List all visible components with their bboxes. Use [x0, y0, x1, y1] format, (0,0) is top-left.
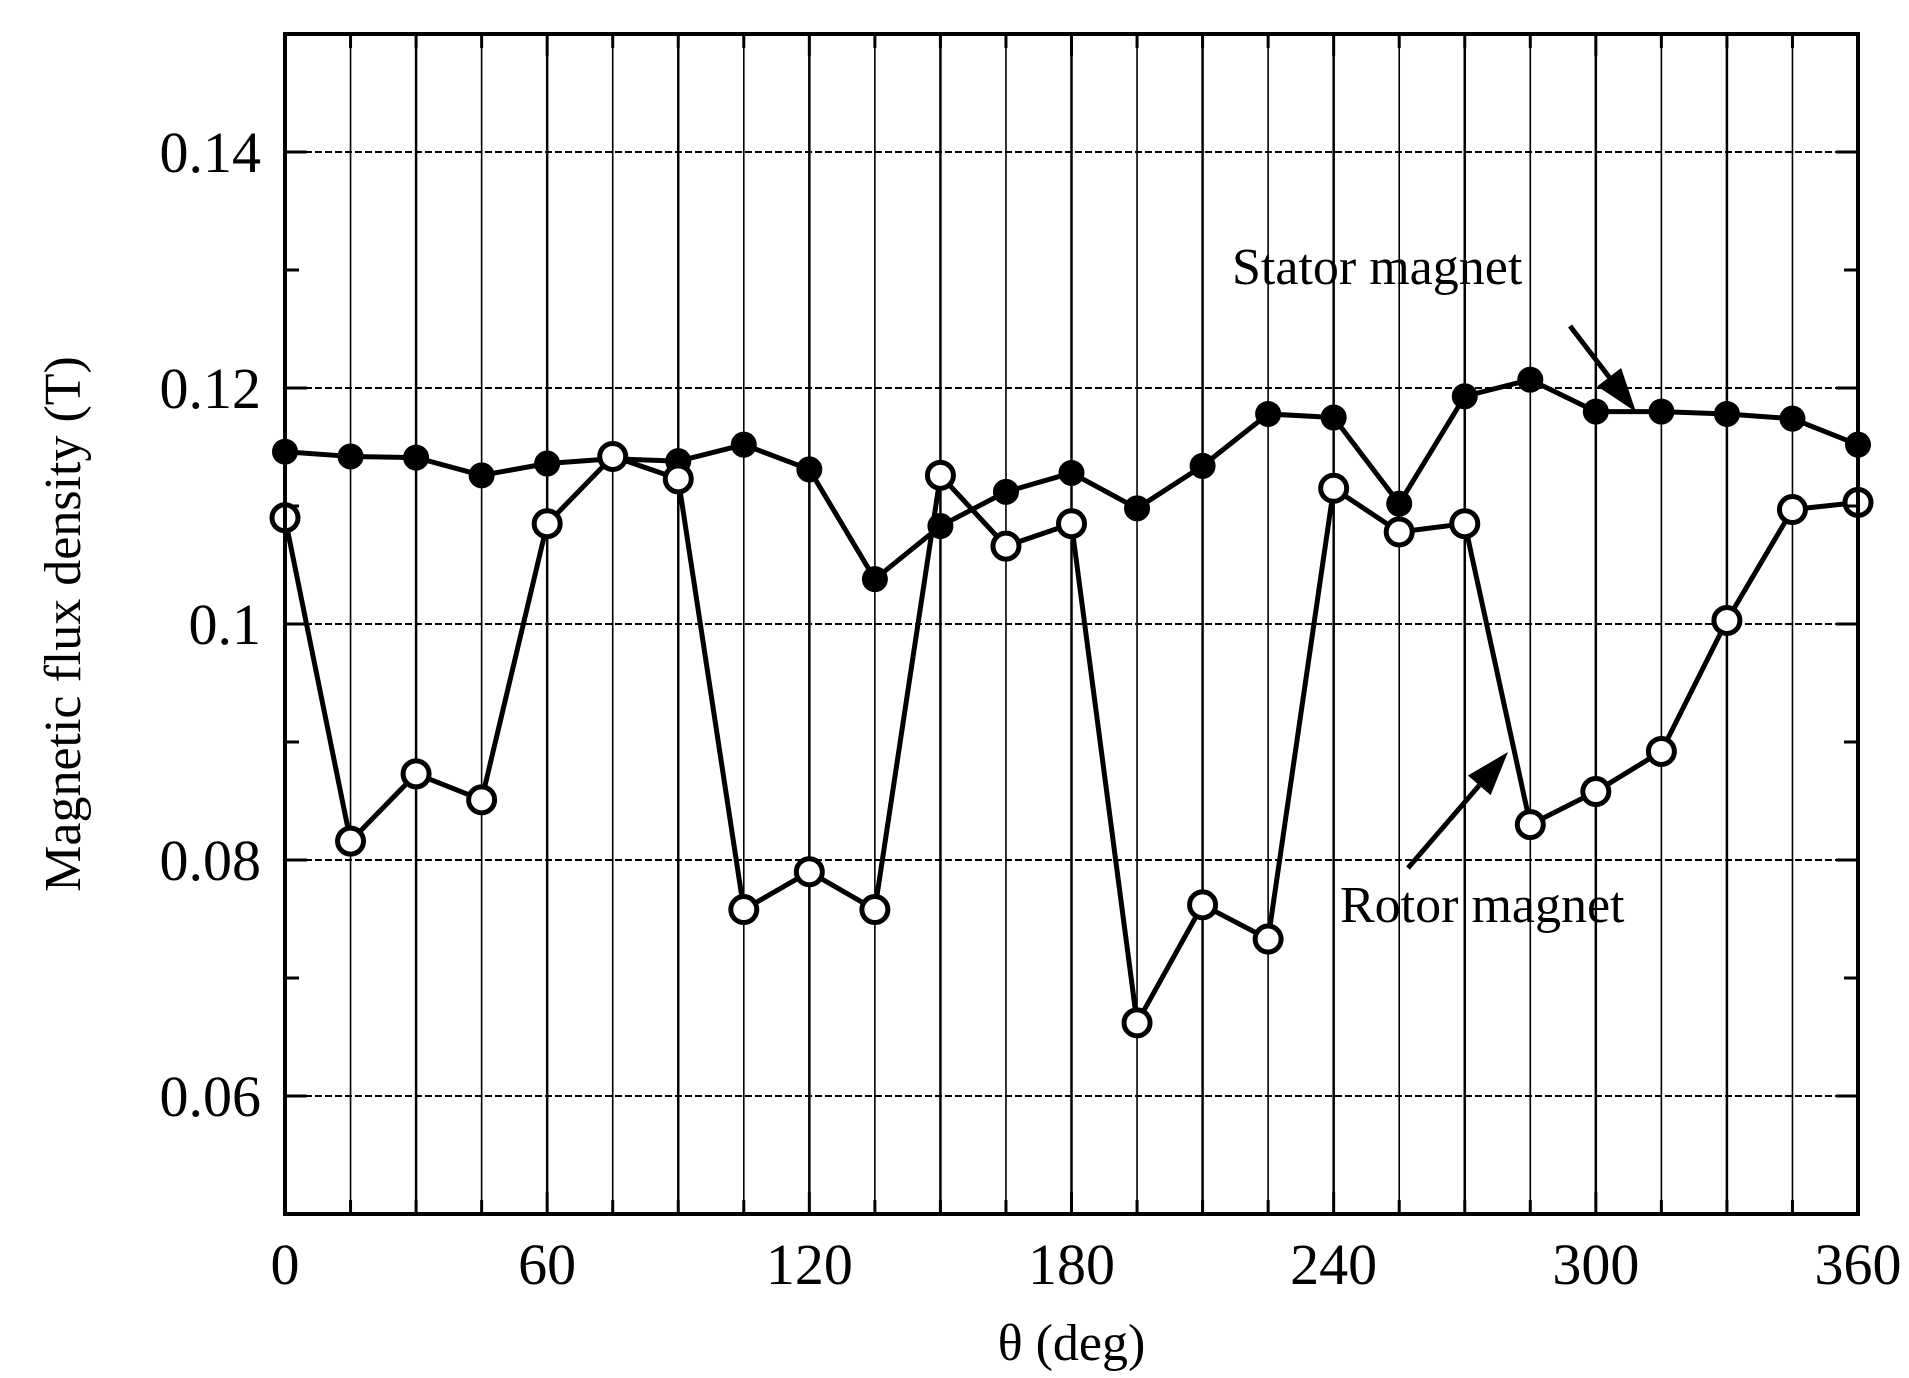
annotation-stator-label: Stator magnet	[1232, 239, 1523, 296]
data-point	[1252, 923, 1284, 955]
data-point	[1580, 776, 1612, 808]
data-point	[1187, 889, 1219, 921]
y-tick-label: 0.06	[160, 1064, 262, 1129]
x-tick-label: 180	[1028, 1232, 1115, 1297]
data-point	[1648, 398, 1675, 425]
data-point	[335, 825, 367, 857]
x-tick-label: 60	[518, 1232, 576, 1297]
annotation-stator-arrowhead	[1597, 367, 1636, 412]
data-point	[1058, 459, 1085, 486]
data-point	[728, 894, 760, 926]
data-point	[1124, 495, 1151, 522]
data-point	[1517, 366, 1544, 393]
y-tick-label: 0.14	[160, 120, 262, 185]
data-point	[730, 431, 757, 458]
data-point	[1318, 472, 1350, 504]
data-point	[662, 463, 694, 495]
series-1	[269, 440, 1874, 1039]
data-point	[1776, 494, 1808, 526]
annotation-stator: Stator magnet	[1232, 239, 1636, 412]
data-point	[1121, 1007, 1153, 1039]
data-point	[1582, 398, 1609, 425]
data-point	[1255, 400, 1282, 427]
tick-labels: 0 60 120 180 240 300 360 0.06 0.08 0.1 0.12 0.14	[160, 120, 1902, 1297]
data-point	[1713, 400, 1740, 427]
data-point	[1779, 405, 1806, 432]
data-point	[859, 894, 891, 926]
x-axis-title: θ (deg)	[998, 1315, 1146, 1372]
data-point	[466, 784, 498, 816]
annotation-rotor-label: Rotor magnet	[1340, 877, 1625, 934]
data-point	[1383, 516, 1415, 548]
data-point	[924, 459, 956, 491]
y-tick-label: 0.12	[160, 356, 262, 421]
data-point	[597, 440, 629, 472]
y-tick-label: 0.1	[189, 592, 262, 657]
data-point	[337, 443, 364, 470]
x-tick-label: 240	[1290, 1232, 1377, 1297]
annotation-stator-arrow	[1568, 324, 1612, 379]
data-point	[1451, 383, 1478, 410]
data-point	[403, 444, 430, 471]
data-point	[1645, 735, 1677, 767]
data-point	[1320, 404, 1347, 431]
ticks	[283, 32, 1860, 1216]
annotation-rotor-arrowhead	[1467, 752, 1508, 796]
grid	[285, 34, 1858, 1214]
data-point	[534, 450, 561, 477]
data-point	[400, 758, 432, 790]
data-point	[1514, 809, 1546, 841]
data-point	[796, 456, 823, 483]
annotation-rotor-arrow	[1406, 783, 1482, 870]
data-point	[861, 566, 888, 593]
y-tick-label: 0.08	[160, 828, 262, 893]
data-point	[468, 462, 495, 489]
data-point	[1386, 490, 1413, 517]
data-point	[793, 856, 825, 888]
annotation-rotor: Rotor magnet	[1340, 752, 1625, 934]
x-tick-label: 300	[1552, 1232, 1639, 1297]
data-point	[1711, 604, 1743, 636]
data-point	[1449, 508, 1481, 540]
data-point	[992, 478, 1019, 505]
data-point	[1189, 452, 1216, 479]
x-tick-label: 360	[1815, 1232, 1902, 1297]
data-point	[990, 530, 1022, 562]
data-point	[1056, 508, 1087, 540]
y-axis-title: Magnetic flux density (T)	[35, 356, 92, 892]
series-layer	[269, 366, 1874, 1039]
x-tick-label: 120	[766, 1232, 853, 1297]
x-tick-label: 0	[271, 1232, 300, 1297]
data-point	[531, 508, 563, 540]
